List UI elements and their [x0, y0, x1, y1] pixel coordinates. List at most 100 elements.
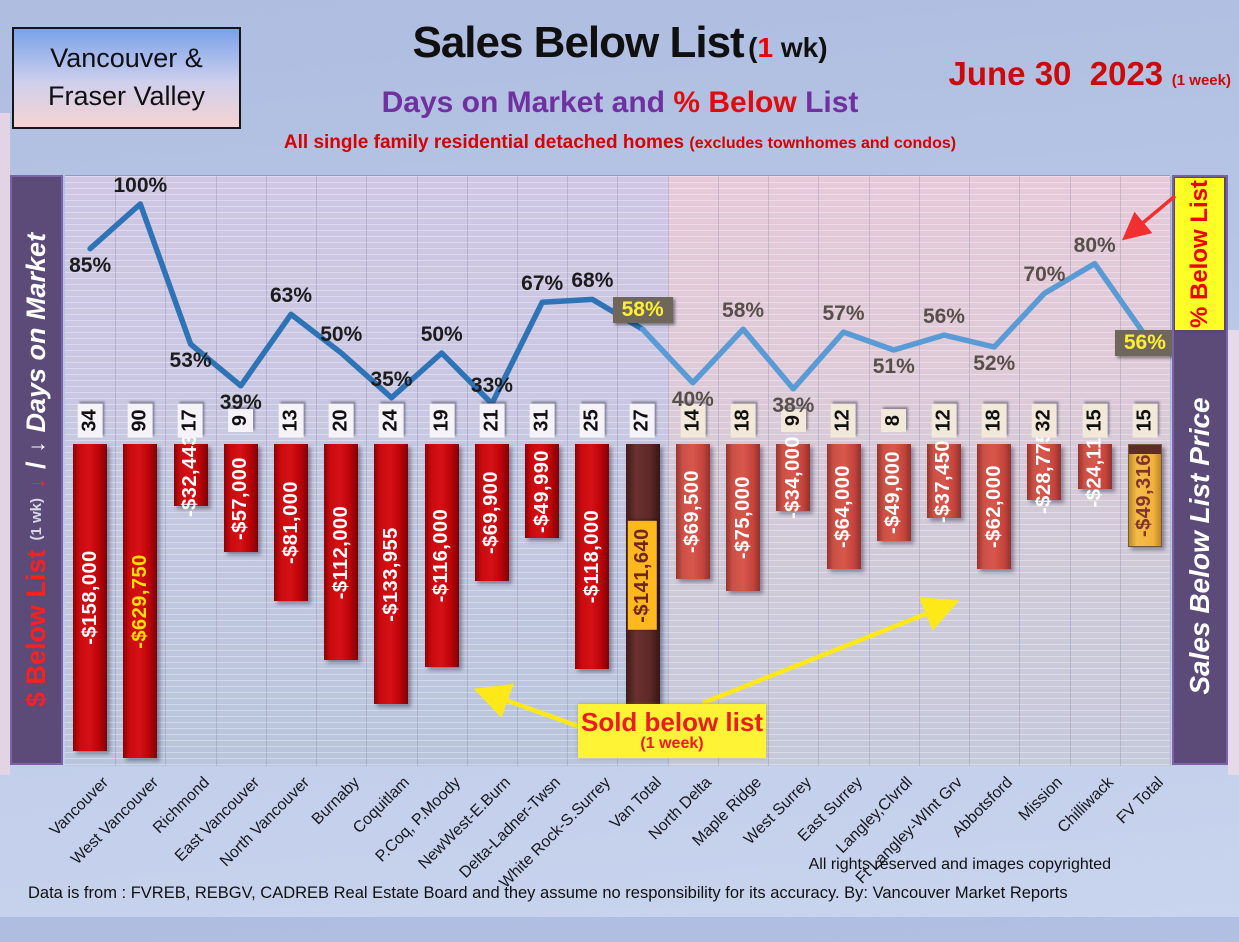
vertical-gridline	[1070, 176, 1121, 766]
pct-label: 80%	[1073, 233, 1116, 257]
axis-1wk: (1 wk)	[28, 498, 45, 541]
data-source-note: Data is from : FVREB, REBGV, CADREB Real…	[28, 884, 1068, 902]
line-vancouver-segment	[87, 201, 646, 407]
subtitle: Days on Market and % Below List	[381, 86, 859, 119]
pct-label: 50%	[420, 323, 463, 346]
vertical-gridline	[869, 176, 920, 766]
pct-label: 85%	[69, 253, 112, 277]
pct-label: 58%	[595, 297, 691, 324]
bar-value-label: -$158,000	[78, 550, 101, 645]
vertical-gridline	[618, 176, 669, 766]
region-line1: Vancouver &	[50, 43, 203, 74]
days-on-market-slot: 18	[969, 398, 1019, 442]
bar-value-label: -$133,955	[379, 526, 402, 622]
bar-Ft Langley-WInt Grv: -$37,450	[926, 440, 961, 522]
bar-North Delta: -$69,500	[675, 444, 710, 579]
days-on-market-slot: 32	[1019, 398, 1069, 442]
bar-Mission: -$28,775	[1027, 431, 1062, 513]
days-on-market-label: 24	[378, 402, 404, 438]
pct-label: 67%	[521, 272, 564, 296]
bar-value-label: -$141,640	[628, 521, 658, 630]
bar-value-label: -$69,500	[681, 470, 704, 553]
pct-label: 38%	[772, 393, 815, 417]
pct-label: 56%	[922, 305, 965, 329]
bar-value-label: -$37,450	[932, 439, 955, 523]
chart: $ Below List (1 wk) ↓ / ↓ Days on Market…	[10, 174, 1228, 766]
vertical-gridline	[1120, 176, 1171, 766]
red-arrow-icon: ↓	[23, 478, 49, 490]
bar-value-label: -$116,000	[430, 508, 453, 603]
right-axis-label: Sales Below List Price % Below List	[1175, 178, 1224, 762]
pct-label: 58%	[722, 299, 765, 323]
bar-value-label: -$49,000	[882, 451, 905, 534]
left-axis-band: $ Below List (1 wk) ↓ / ↓ Days on Market	[10, 175, 63, 765]
days-on-market-slot: 34	[65, 398, 115, 442]
bar-value-label: -$34,000	[781, 436, 804, 519]
pct-label: 33%	[470, 373, 513, 397]
vertical-gridline	[1019, 176, 1071, 766]
bar-Van Total: -$141,640	[625, 444, 660, 707]
days-on-market-label: 20	[328, 402, 354, 438]
vertical-gridline	[818, 176, 870, 766]
days-on-market-slot: 20	[316, 398, 366, 442]
vertical-gridline	[216, 176, 267, 766]
bar-value-label: -$57,000	[229, 456, 252, 540]
pct-label: 57%	[822, 302, 865, 326]
days-on-market-label: 21	[479, 402, 505, 438]
days-on-market-label: 15	[1082, 402, 1108, 438]
axis-pct-below-list-badge: % Below List	[1175, 178, 1224, 330]
vertical-gridline	[366, 176, 418, 766]
axis-sales-below-list-price: Sales Below List Price	[1183, 397, 1215, 695]
vertical-gridline	[165, 176, 217, 766]
days-on-market-slot: 21	[467, 398, 517, 442]
bar-Maple Ridge: -$75,000	[726, 444, 761, 591]
days-on-market-label: 18	[981, 402, 1007, 438]
pct-label: 40%	[671, 387, 714, 411]
bar-P.Coq, P.Moody: -$116,000	[424, 444, 459, 667]
days-on-market-label: 8	[881, 408, 907, 432]
days-on-market-label: 34	[77, 402, 103, 438]
copyright-note: All rights reserved and images copyright…	[808, 856, 1111, 873]
bar-North Vancouver: -$81,000	[274, 444, 309, 601]
vertical-gridline	[718, 176, 770, 766]
vertical-gridline	[768, 176, 820, 766]
date-main: June 30 2023	[948, 55, 1164, 92]
bar-East Surrey: -$64,000	[826, 444, 861, 569]
pct-label: 100%	[113, 174, 168, 197]
pct-label: 53%	[169, 349, 212, 373]
days-on-market-slot: 24	[366, 398, 416, 442]
vertical-gridline	[115, 176, 167, 766]
bar-Vancouver: -$158,000	[73, 444, 108, 751]
days-on-market-label: 19	[429, 402, 455, 438]
bar-value-label: -$112,000	[329, 505, 352, 599]
vertical-gridline	[668, 176, 719, 766]
bar-value-label: -$49,990	[530, 449, 553, 533]
bar-Abbotsford: -$62,000	[977, 444, 1012, 569]
region-box: Vancouver & Fraser Valley	[12, 27, 241, 129]
pct-label: 35%	[370, 367, 413, 391]
bar-value-label: -$629,750	[128, 553, 151, 649]
bar-Chilliwack: -$24,117	[1077, 426, 1112, 507]
bar-Burnaby: -$112,000	[324, 444, 359, 660]
left-edge-strip	[0, 113, 10, 775]
bar-value-label: -$62,000	[982, 465, 1005, 548]
days-on-market-slot: 15	[1070, 398, 1120, 442]
bar-FV Total: -$49,316	[1127, 444, 1162, 547]
bar-White Rock-S.Surrey: -$118,000	[575, 444, 610, 669]
pct-label: 56%	[1097, 330, 1193, 357]
vertical-gridline	[417, 176, 468, 766]
bar-value-label: -$81,000	[279, 481, 302, 564]
plot-area: -$158,000 34 85% -$629,750 90 100% -$32,443 17 5…	[65, 174, 1175, 766]
right-axis-band: Sales Below List Price % Below List	[1172, 175, 1228, 765]
bar-value-label: -$49,316	[1133, 454, 1156, 537]
bar-Coquitlam: -$133,955	[374, 444, 409, 704]
bar-East Vancouver: -$57,000	[223, 444, 258, 552]
bar-West Surrey: -$34,000	[776, 436, 811, 519]
bar-NewWest-E.Burn: -$69,900	[474, 444, 509, 581]
vertical-gridline	[316, 176, 368, 766]
days-on-market-label: 90	[127, 402, 153, 438]
page-title: Sales Below List (1 wk)	[250, 18, 990, 68]
bar-Richmond: -$32,443	[173, 434, 208, 516]
axis-slash: /	[21, 461, 51, 470]
days-on-market-label: 12	[831, 402, 857, 438]
